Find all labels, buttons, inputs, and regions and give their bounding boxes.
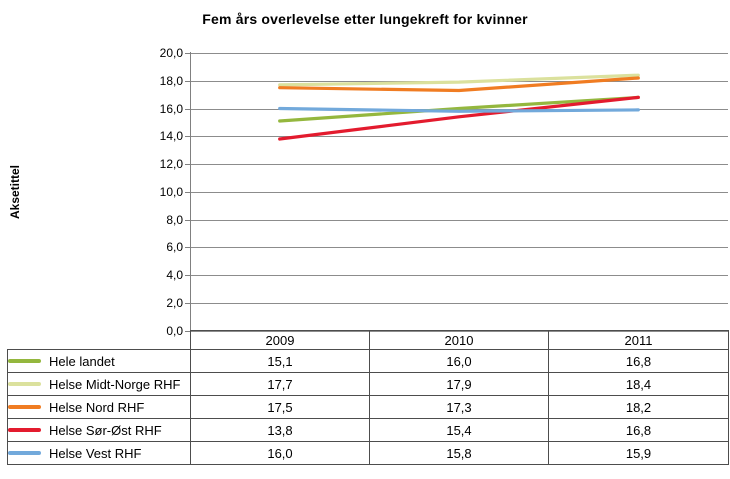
legend-cell: Helse Vest RHF: [7, 441, 191, 465]
value-cell: 17,9: [369, 372, 549, 396]
legend-cell: Helse Midt-Norge RHF: [7, 372, 191, 396]
value-cell: 17,3: [369, 395, 549, 419]
y-tick-label: 14,0: [159, 129, 183, 143]
year-column-header: 2010: [369, 330, 549, 350]
value-cell: 18,4: [548, 372, 729, 396]
y-tick-label: 10,0: [159, 185, 183, 199]
legend-label: Helse Nord RHF: [49, 400, 145, 416]
legend-label: Hele landet: [49, 354, 115, 370]
y-tick-label: 0,0: [166, 324, 183, 338]
value-cell: 15,9: [548, 441, 729, 465]
chart-title: Fem års overlevelse etter lungekreft for…: [202, 11, 528, 27]
value-cell: 16,8: [548, 349, 729, 373]
table-row: Hele landet 15,1 16,0 16,8: [7, 349, 729, 373]
value-cell: 15,4: [369, 418, 549, 442]
table-row: Helse Midt-Norge RHF 17,7 17,9 18,4: [7, 372, 729, 396]
y-tick-label: 6,0: [166, 240, 183, 254]
table-row: Helse Nord RHF 17,5 17,3 18,2: [7, 395, 729, 419]
data-table-header: 2009 2010 2011: [8, 330, 729, 350]
year-column-header: 2009: [190, 330, 370, 350]
value-cell: 17,7: [190, 372, 370, 396]
y-tick-label: 20,0: [159, 46, 183, 60]
legend-label: Helse Sør-Øst RHF: [49, 423, 162, 439]
series-line: [278, 95, 640, 123]
value-cell: 16,0: [369, 349, 549, 373]
series-line: [278, 73, 640, 87]
legend-swatch: [8, 404, 41, 409]
legend-cell: Helse Sør-Øst RHF: [7, 418, 191, 442]
value-cell: 17,5: [190, 395, 370, 419]
series-line: [278, 106, 640, 113]
y-tick-label: 4,0: [166, 268, 183, 282]
legend-label: Helse Midt-Norge RHF: [49, 377, 181, 393]
legend-label: Helse Vest RHF: [49, 446, 142, 462]
legend-swatch: [8, 381, 41, 386]
legend-swatch: [8, 358, 41, 363]
y-tick-label: 12,0: [159, 157, 183, 171]
y-tick-label: 18,0: [159, 74, 183, 88]
value-cell: 15,8: [369, 441, 549, 465]
series-line: [278, 95, 640, 141]
year-column-header: 2011: [548, 330, 729, 350]
data-table-body: Hele landet 15,1 16,0 16,8 Helse Midt-Norge …: [7, 349, 729, 465]
value-cell: 18,2: [548, 395, 729, 419]
value-cell: 16,8: [548, 418, 729, 442]
table-corner-cell: [8, 331, 191, 350]
legend-swatch: [8, 450, 41, 455]
table-header-row: 2009 2010 2011: [8, 330, 729, 350]
y-tick-label: 8,0: [166, 213, 183, 227]
legend-cell: Helse Nord RHF: [7, 395, 191, 419]
legend-cell: Hele landet: [7, 349, 191, 373]
value-cell: 15,1: [190, 349, 370, 373]
y-tick-label: 2,0: [166, 296, 183, 310]
series-line: [278, 76, 640, 93]
value-cell: 13,8: [190, 418, 370, 442]
legend-swatch: [8, 427, 41, 432]
value-cell: 16,0: [190, 441, 370, 465]
table-row: Helse Vest RHF 16,0 15,8 15,9: [7, 441, 729, 465]
y-tick-label: 16,0: [159, 102, 183, 116]
data-table: 2009 2010 2011 Hele landet 15,1 16,0 16,8 Hels…: [7, 330, 729, 465]
table-row: Helse Sør-Øst RHF 13,8 15,4 16,8: [7, 418, 729, 442]
